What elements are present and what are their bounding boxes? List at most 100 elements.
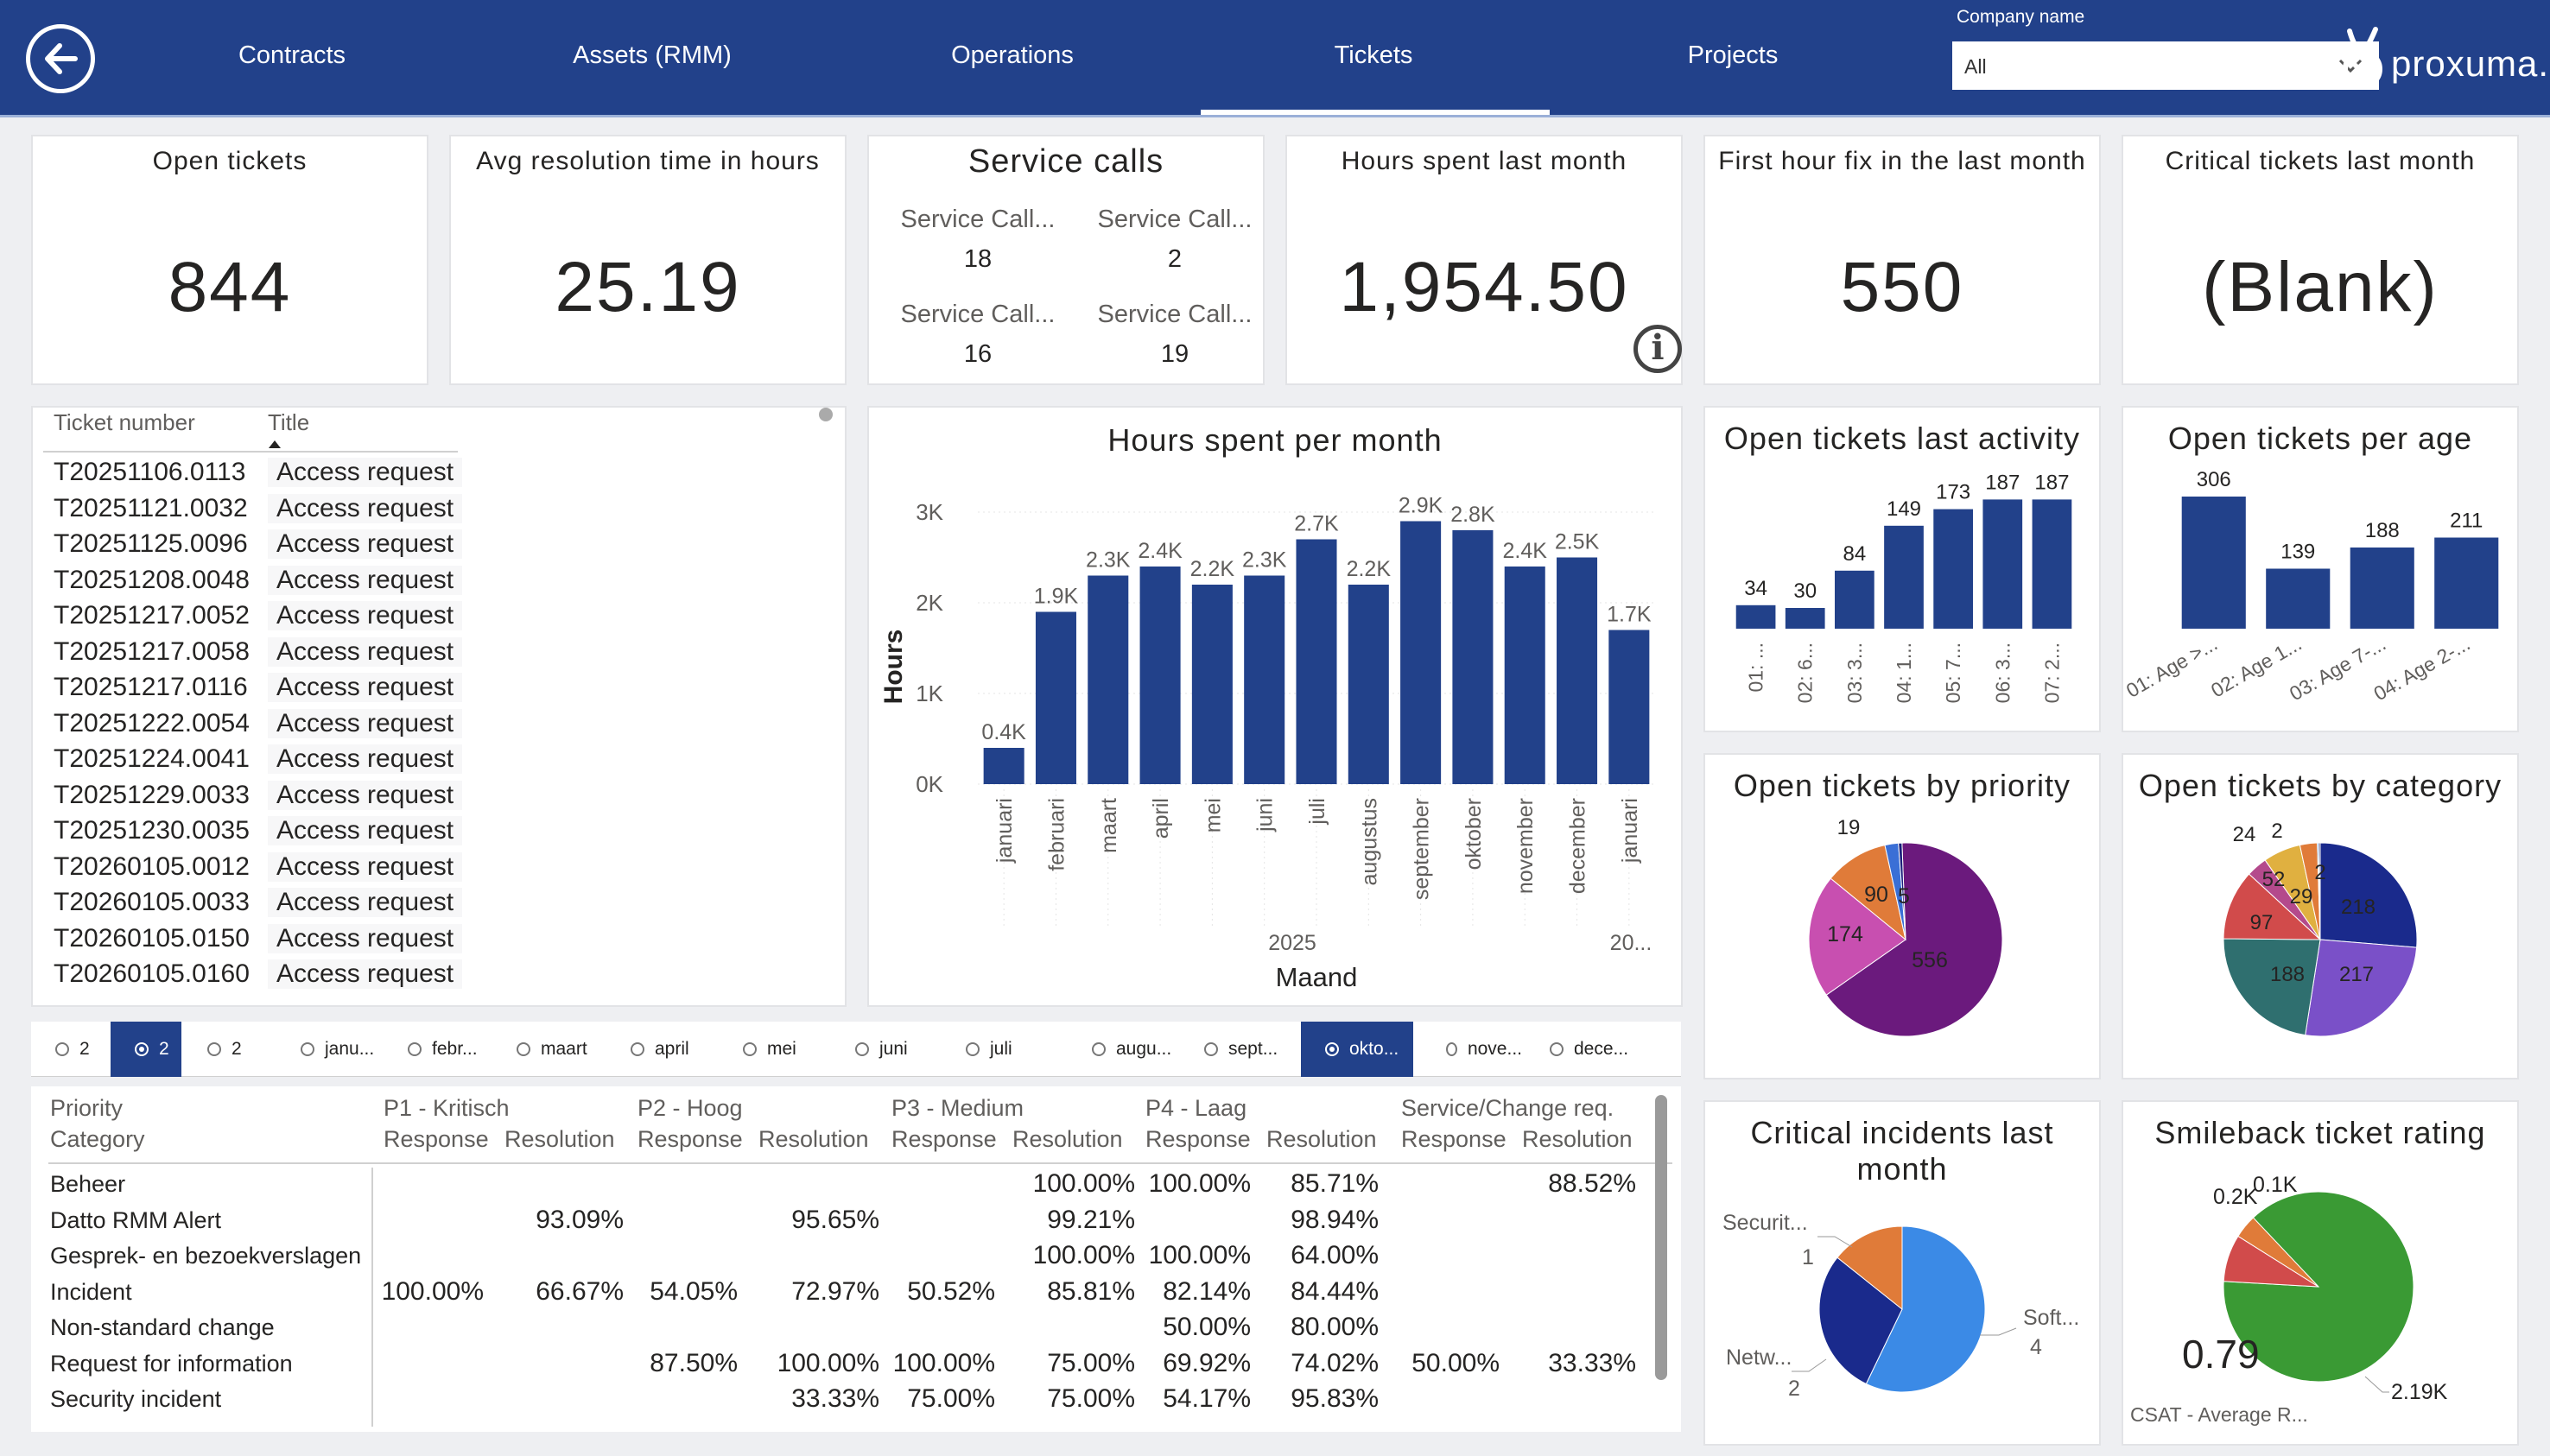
table-row[interactable]: T20251106.0113 Access request — [54, 458, 463, 487]
x-tick-label: 01: ... — [1745, 643, 1767, 693]
ticket-number: T20251208.0048 — [54, 565, 250, 594]
column-header-ticket-number[interactable]: Ticket number — [54, 409, 195, 435]
tab-assets-rmm[interactable]: Assets (RMM) — [573, 41, 732, 69]
chart-critical-incidents: Critical incidents last month Soft... 4 Netw… — [1703, 1100, 2101, 1446]
slicer-option-label: janu... — [325, 1039, 375, 1059]
radio-icon — [1092, 1042, 1106, 1056]
table-row[interactable]: T20260105.0160 Access request — [54, 959, 463, 989]
bar — [1884, 525, 1924, 629]
pie-slice — [2305, 939, 2418, 1037]
ticket-number: T20251222.0054 — [54, 708, 250, 737]
matrix-cell: 95.65% — [791, 1205, 879, 1234]
matrix-row-label[interactable]: Gesprek- en bezoekverslagen — [50, 1243, 362, 1269]
tab-tickets[interactable]: Tickets — [1334, 41, 1413, 69]
table-row[interactable]: T20251222.0054 Access request — [54, 708, 463, 738]
slicer-option[interactable]: april — [606, 1022, 715, 1077]
ticket-title: Access request — [268, 923, 463, 953]
data-label: 2.5K — [1555, 530, 1600, 554]
slicer-option[interactable]: okto... — [1301, 1022, 1413, 1077]
service-call-value: 16 — [963, 340, 993, 368]
slicer-option[interactable]: juni — [831, 1022, 938, 1077]
data-label: 90 — [1864, 883, 1888, 907]
data-label: 187 — [1985, 471, 2020, 494]
matrix-cell: 99.21% — [1047, 1205, 1135, 1234]
table-row[interactable]: T20251121.0032 Access request — [54, 493, 463, 523]
matrix-row-label[interactable]: Beheer — [50, 1171, 126, 1197]
table-row[interactable]: T20251208.0048 Access request — [54, 565, 463, 595]
table-row[interactable]: T20251217.0116 Access request — [54, 673, 463, 702]
bar — [1348, 585, 1389, 784]
matrix-sub-header: Resolution — [1522, 1126, 1633, 1152]
service-call-value: 18 — [963, 245, 993, 273]
back-arrow-icon[interactable] — [26, 24, 95, 93]
matrix-cell: 85.81% — [1047, 1276, 1135, 1306]
bar — [1035, 611, 1076, 784]
data-label: 52 — [2262, 868, 2286, 891]
kpi-title: Avg resolution time in hours — [476, 147, 820, 175]
slicer-option[interactable]: dece... — [1526, 1022, 1646, 1077]
slicer-option-label: mei — [767, 1039, 796, 1059]
table-row[interactable]: T20251229.0033 Access request — [54, 780, 463, 810]
slicer-option[interactable]: augu... — [1068, 1022, 1177, 1077]
radio-icon — [1204, 1042, 1218, 1056]
matrix-row-label[interactable]: Security incident — [50, 1386, 222, 1412]
bar — [1191, 585, 1233, 784]
matrix-cell: 54.17% — [1163, 1384, 1251, 1413]
ticket-number: T20251125.0096 — [54, 529, 248, 558]
slicer-option[interactable]: maart — [492, 1022, 603, 1077]
bar — [1452, 530, 1494, 784]
slicer-option[interactable]: sept... — [1180, 1022, 1297, 1077]
data-label: 174 — [1827, 922, 1863, 946]
tab-contracts[interactable]: Contracts — [238, 41, 346, 69]
matrix-row-label[interactable]: Non-standard change — [50, 1314, 275, 1340]
data-label: 556 — [1912, 948, 1948, 972]
info-icon[interactable]: i — [1633, 325, 1682, 373]
x-tick-label: oktober — [1462, 798, 1486, 870]
center-value: 0.79 — [2182, 1332, 2260, 1377]
ticket-title: Access request — [268, 673, 463, 702]
matrix-cell: 100.00% — [1032, 1241, 1135, 1269]
matrix-row-label[interactable]: Request for information — [50, 1350, 293, 1377]
slicer-option[interactable]: 2 — [31, 1022, 109, 1077]
matrix-row-label[interactable]: Incident — [50, 1278, 132, 1305]
proxuma-logo-icon — [2338, 26, 2388, 96]
x-tick-label: juni — [1253, 798, 1278, 832]
slicer-option[interactable]: febr... — [384, 1022, 487, 1077]
slicer-option[interactable]: mei — [719, 1022, 828, 1077]
data-label: 24 — [2233, 823, 2256, 846]
table-scrollbar[interactable] — [819, 408, 833, 421]
table-row[interactable]: T20251125.0096 Access request — [54, 529, 463, 559]
table-row[interactable]: T20260105.0150 Access request — [54, 923, 463, 953]
table-row[interactable]: T20251230.0035 Access request — [54, 816, 463, 845]
y-tick-label: 0K — [916, 771, 943, 797]
x-tick-label: juli — [1305, 798, 1329, 826]
matrix-scrollbar[interactable] — [1655, 1095, 1667, 1380]
radio-icon — [855, 1042, 869, 1056]
ticket-title: Access request — [268, 851, 463, 882]
bar — [1088, 575, 1129, 784]
slicer-option[interactable]: juli — [942, 1022, 1062, 1077]
table-row[interactable]: T20251217.0058 Access request — [54, 636, 463, 667]
kpi-first-hour-fix: First hour fix in the last month 550 — [1703, 135, 2101, 385]
tab-operations[interactable]: Operations — [951, 41, 1074, 69]
tab-projects[interactable]: Projects — [1687, 41, 1779, 69]
table-row[interactable]: T20251224.0041 Access request — [54, 744, 463, 774]
slicer-option[interactable]: janu... — [276, 1022, 380, 1077]
slicer-option[interactable]: 2 — [183, 1022, 270, 1077]
slicer-option[interactable]: 2 — [111, 1022, 181, 1077]
matrix-cell: 100.00% — [381, 1276, 484, 1306]
ticket-title: Access request — [268, 708, 463, 738]
active-tab-indicator — [1201, 110, 1550, 115]
table-row[interactable]: T20260105.0033 Access request — [54, 888, 463, 917]
table-row[interactable]: T20260105.0012 Access request — [54, 851, 463, 882]
matrix-cell: 75.00% — [1047, 1348, 1135, 1377]
column-header-title[interactable]: Title — [268, 409, 310, 435]
matrix-cell: 82.14% — [1163, 1276, 1251, 1306]
slicer-option[interactable]: nove... — [1422, 1022, 1522, 1077]
ticket-number: T20251121.0032 — [54, 493, 248, 522]
company-select[interactable]: All — [1952, 41, 2379, 90]
matrix-cell: 33.33% — [791, 1384, 879, 1413]
matrix-row-label[interactable]: Datto RMM Alert — [50, 1206, 222, 1233]
table-row[interactable]: T20251217.0052 Access request — [54, 601, 463, 630]
